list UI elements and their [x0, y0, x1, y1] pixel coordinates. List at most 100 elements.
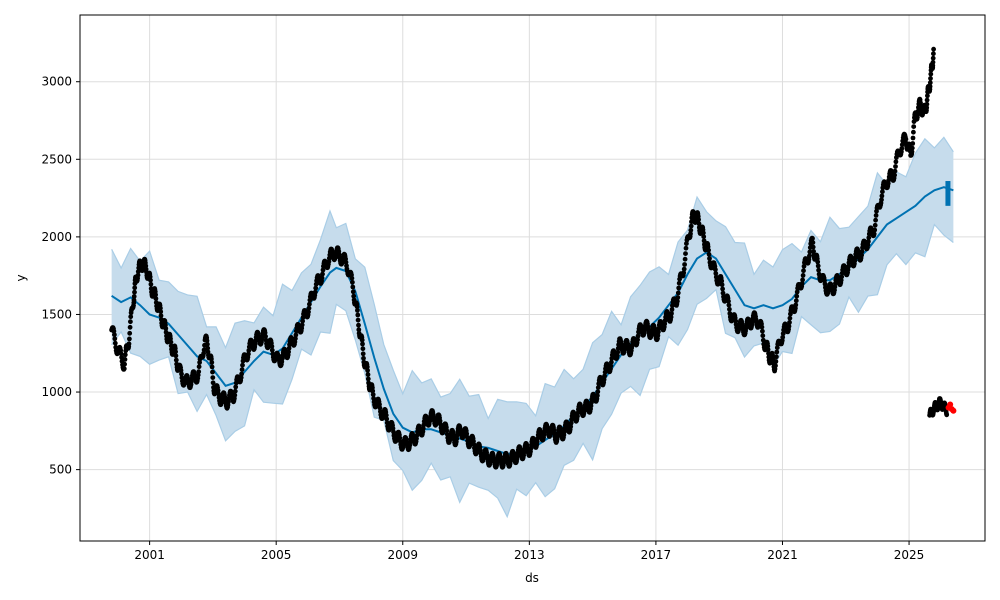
observed-point: [216, 391, 222, 397]
observed-point: [788, 311, 793, 317]
observed-point: [269, 347, 275, 353]
observed-point: [719, 282, 725, 288]
observed-point: [286, 345, 292, 351]
observed-point: [319, 275, 325, 281]
observed-point: [238, 375, 244, 380]
observed-point: [701, 238, 707, 244]
observed-point: [371, 396, 376, 401]
observed-point: [111, 328, 117, 334]
observed-point: [727, 311, 733, 316]
observed-point: [356, 322, 361, 328]
observed-point: [688, 227, 694, 233]
observed-point: [931, 51, 936, 57]
observed-point: [112, 336, 118, 342]
observed-point: [846, 264, 851, 269]
observed-point: [780, 334, 786, 340]
plot-frame: [79, 14, 986, 542]
observed-point: [930, 55, 936, 61]
observed-point: [383, 412, 389, 418]
observed-point: [313, 285, 319, 291]
observed-point: [794, 293, 800, 299]
observed-point: [944, 412, 950, 418]
x-tick-label: 2021: [767, 548, 798, 562]
observed-point: [668, 314, 674, 320]
observed-point: [786, 323, 792, 329]
observed-point: [800, 277, 805, 283]
observed-point: [799, 281, 805, 286]
observed-point: [909, 149, 915, 155]
observed-point: [444, 428, 450, 434]
observed-point: [209, 360, 215, 365]
observed-point: [173, 353, 179, 359]
y-tick-label: 500: [49, 463, 72, 477]
observed-point: [355, 317, 361, 323]
observed-point: [350, 279, 355, 285]
observed-point: [774, 354, 779, 360]
observed-point: [794, 289, 800, 295]
observed-point: [246, 348, 252, 353]
observed-point: [148, 277, 153, 283]
observed-point: [370, 392, 376, 397]
observed-point: [656, 329, 661, 335]
observed-point: [682, 256, 688, 262]
observed-point: [205, 345, 211, 351]
y-tick-label: 3000: [41, 75, 72, 89]
observed-point: [807, 249, 813, 255]
observed-point: [158, 313, 164, 319]
observed-point: [201, 347, 207, 353]
observed-point: [173, 357, 179, 363]
observed-point: [128, 314, 134, 320]
observed-point: [780, 331, 786, 336]
observed-point: [800, 273, 806, 278]
observed-point: [354, 304, 360, 310]
observed-point: [122, 357, 128, 362]
observed-point: [675, 298, 680, 304]
observed-point: [196, 364, 202, 370]
observed-point: [681, 270, 687, 276]
observed-point: [350, 284, 356, 290]
observed-point: [873, 213, 879, 218]
observed-point: [822, 281, 828, 287]
observed-point: [355, 312, 361, 318]
observed-point: [370, 388, 376, 394]
observed-point: [568, 420, 574, 426]
observed-point: [635, 337, 640, 343]
observed-point: [464, 434, 470, 440]
observed-point: [701, 230, 706, 236]
observed-point: [306, 305, 312, 311]
observed-point: [866, 239, 871, 244]
observed-point: [349, 275, 355, 281]
observed-point: [196, 369, 202, 375]
observed-point: [720, 290, 726, 296]
observed-point: [148, 281, 154, 287]
observed-point: [118, 351, 124, 356]
observed-point: [899, 142, 905, 148]
y-tick-label: 2500: [41, 152, 72, 166]
observed-point: [832, 284, 838, 290]
observed-point: [807, 253, 812, 259]
observed-point: [601, 377, 607, 382]
y-tick-label: 1500: [41, 307, 72, 321]
observed-point: [720, 286, 725, 292]
observed-point: [760, 337, 766, 343]
observed-point: [669, 307, 675, 312]
observed-point: [911, 129, 916, 135]
observed-point: [810, 236, 815, 241]
highlight-point: [947, 401, 954, 408]
observed-point: [153, 292, 159, 298]
observed-point: [122, 361, 127, 367]
observed-point: [918, 100, 923, 106]
observed-point: [684, 241, 689, 247]
observed-point: [595, 385, 601, 390]
interval-lower-edge: [111, 223, 954, 519]
observed-point: [163, 326, 169, 331]
observed-point: [360, 346, 366, 352]
observed-point: [420, 426, 426, 431]
observed-point: [911, 124, 917, 129]
observed-point: [793, 298, 799, 304]
observed-point: [682, 262, 687, 267]
observed-point: [112, 332, 117, 338]
observed-point: [719, 278, 725, 284]
observed-point: [893, 159, 899, 165]
